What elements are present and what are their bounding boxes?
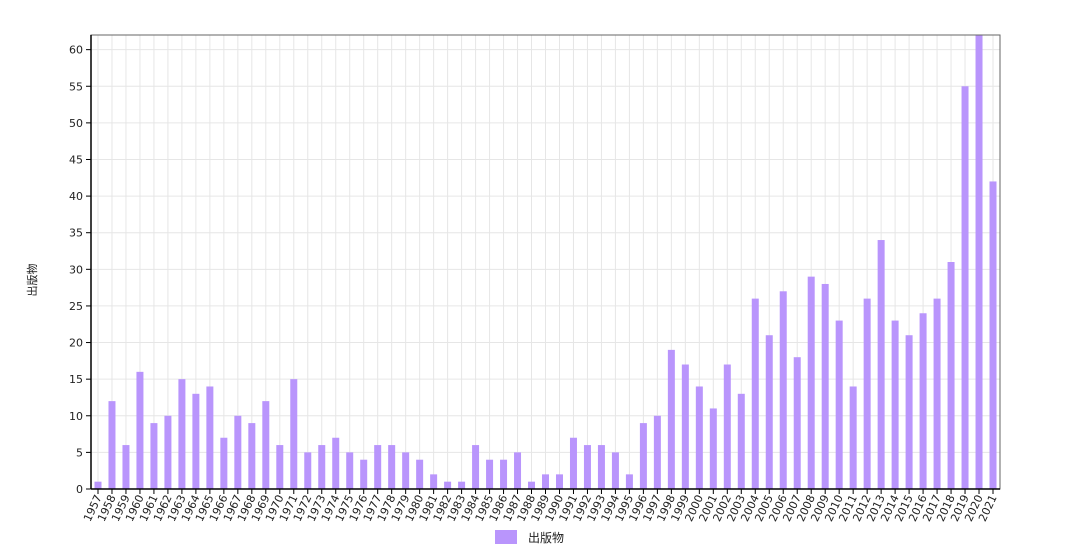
bar-2017 — [933, 298, 941, 489]
bar-1960 — [136, 371, 144, 489]
bar-2018 — [947, 262, 955, 489]
bar-1959 — [122, 445, 130, 489]
y-tick-label: 5 — [76, 446, 83, 459]
legend[interactable]: 出版物 — [495, 530, 564, 545]
y-tick-label: 15 — [69, 373, 83, 386]
bar-2016 — [919, 313, 927, 489]
y-tick-label: 20 — [69, 337, 83, 350]
bar-2021 — [989, 181, 997, 490]
bar-1967 — [234, 415, 242, 489]
bar-2011 — [849, 386, 857, 489]
bar-1969 — [262, 401, 270, 489]
bar-1962 — [164, 415, 172, 489]
bar-1979 — [402, 452, 410, 489]
bar-1991 — [569, 437, 577, 489]
bar-1958 — [108, 401, 116, 489]
bar-1990 — [555, 474, 563, 489]
bar-1997 — [653, 415, 661, 489]
y-tick-label: 30 — [69, 263, 83, 276]
y-tick-label: 50 — [69, 117, 83, 130]
y-tick-label: 10 — [69, 410, 83, 423]
y-tick-label: 60 — [69, 44, 83, 57]
bar-1968 — [248, 423, 256, 489]
bar-1977 — [374, 445, 382, 489]
y-tick-label: 45 — [69, 153, 83, 166]
bar-1989 — [542, 474, 549, 489]
bar-2006 — [779, 291, 787, 489]
bar-1980 — [416, 459, 424, 489]
bar-1993 — [597, 445, 605, 489]
bar-2012 — [863, 298, 871, 489]
bar-2004 — [751, 298, 759, 489]
bar-1972 — [304, 452, 312, 489]
bar-1965 — [206, 386, 214, 489]
bar-1976 — [360, 459, 368, 489]
bar-1994 — [611, 452, 619, 489]
y-tick-label: 35 — [69, 227, 83, 240]
bar-2002 — [723, 364, 731, 489]
y-tick-label: 0 — [76, 483, 83, 496]
bar-2020 — [975, 35, 983, 489]
bar-1995 — [625, 474, 633, 489]
bar-2015 — [905, 335, 913, 489]
bar-1981 — [430, 474, 438, 489]
bar-1974 — [332, 437, 340, 489]
bar-2008 — [807, 276, 815, 489]
bar-2005 — [765, 335, 773, 489]
bar-1992 — [583, 445, 591, 489]
axes: 0510152025303540455055601957195819591960… — [69, 34, 1001, 524]
bar-1966 — [220, 437, 228, 489]
bars — [94, 35, 997, 490]
y-tick-label: 25 — [69, 300, 83, 313]
bar-2010 — [835, 320, 843, 489]
bar-1964 — [192, 393, 200, 489]
bar-1971 — [290, 379, 298, 489]
bar-2019 — [961, 86, 969, 490]
bar-2014 — [891, 320, 899, 489]
legend-swatch — [495, 530, 517, 544]
y-tick-label: 55 — [69, 80, 83, 93]
bar-2007 — [793, 357, 801, 489]
bar-1996 — [639, 423, 647, 489]
bar-2009 — [821, 283, 829, 489]
bar-1978 — [388, 445, 396, 489]
bar-1970 — [276, 445, 284, 489]
bar-2013 — [877, 240, 885, 489]
y-tick-label: 40 — [69, 190, 83, 203]
bar-1999 — [681, 364, 689, 489]
bar-2003 — [737, 393, 745, 489]
bar-1975 — [346, 452, 354, 489]
bar-1973 — [318, 445, 326, 489]
bar-1957 — [94, 481, 102, 489]
bar-2001 — [709, 408, 717, 489]
bar-1985 — [486, 459, 494, 489]
bar-1961 — [150, 423, 158, 489]
bar-1986 — [500, 459, 508, 489]
bar-1988 — [528, 481, 536, 489]
bar-1987 — [514, 452, 522, 489]
bar-2000 — [695, 386, 703, 489]
legend-label: 出版物 — [528, 531, 564, 545]
bar-1998 — [667, 349, 675, 489]
bar-1983 — [458, 481, 466, 489]
bar-1984 — [472, 445, 480, 489]
y-axis-label: 出版物 — [25, 264, 39, 297]
bar-1982 — [444, 481, 452, 489]
bar-1963 — [178, 379, 186, 489]
